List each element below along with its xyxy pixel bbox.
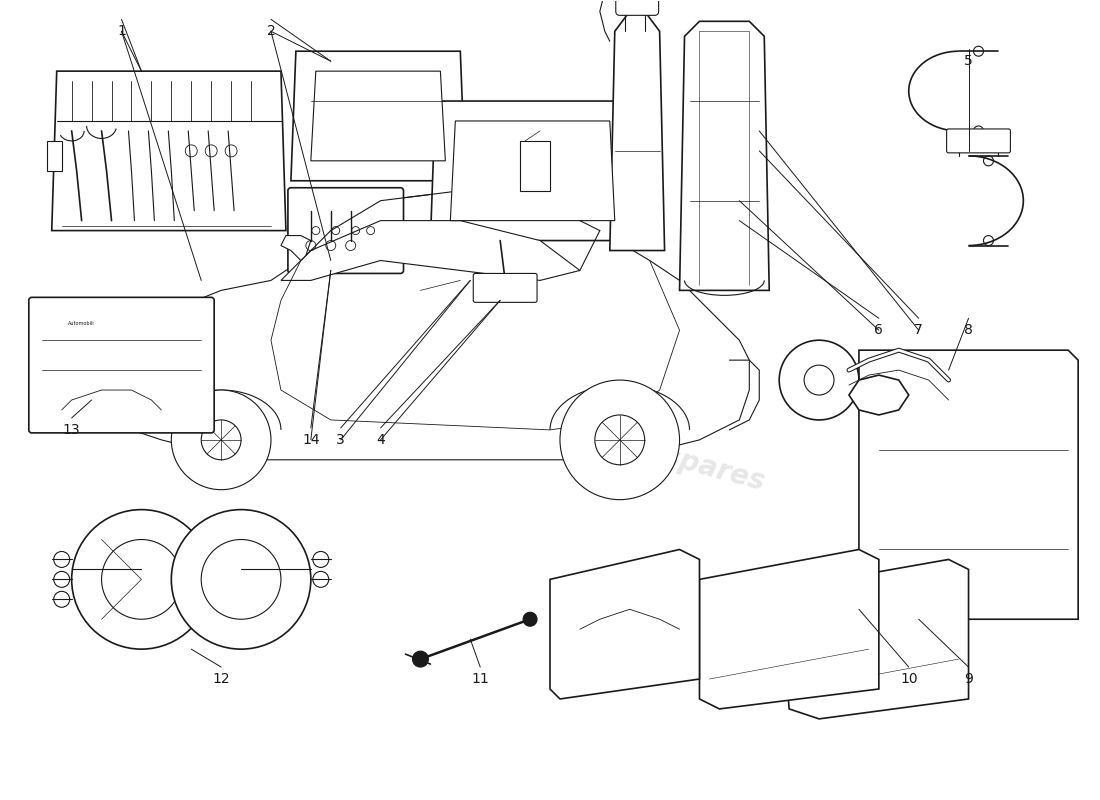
Text: 8: 8 [964,323,974,338]
Text: 12: 12 [212,672,230,686]
Polygon shape [849,375,909,415]
Text: 13: 13 [63,423,80,437]
Text: 4: 4 [376,433,385,447]
Circle shape [779,340,859,420]
Text: 2: 2 [266,24,275,38]
FancyBboxPatch shape [29,298,214,433]
Polygon shape [52,71,286,230]
Polygon shape [311,71,446,161]
FancyBboxPatch shape [616,0,659,15]
Circle shape [101,539,182,619]
FancyBboxPatch shape [473,274,537,302]
Polygon shape [550,550,700,699]
Polygon shape [280,235,311,261]
Text: eurospares: eurospares [449,156,591,205]
Polygon shape [859,350,1078,619]
Polygon shape [700,550,879,709]
Circle shape [595,415,645,465]
Text: 5: 5 [965,54,972,68]
Text: 10: 10 [900,672,917,686]
Circle shape [201,539,280,619]
Text: Automobili: Automobili [68,322,95,326]
Text: 3: 3 [337,433,345,447]
Polygon shape [290,51,465,181]
Bar [47,141,62,170]
Polygon shape [450,121,615,221]
Text: 7: 7 [914,323,923,338]
Text: eurospares: eurospares [591,423,768,496]
Polygon shape [280,221,580,281]
Polygon shape [680,22,769,290]
Bar [520,141,550,190]
Polygon shape [430,101,635,241]
Circle shape [172,510,311,649]
Circle shape [804,365,834,395]
Circle shape [201,420,241,460]
Text: 6: 6 [874,323,883,338]
Circle shape [172,390,271,490]
Circle shape [560,380,680,500]
Circle shape [412,651,428,667]
Polygon shape [609,11,664,250]
Polygon shape [779,559,968,719]
Text: eurospares: eurospares [232,304,409,377]
Polygon shape [111,190,749,460]
Text: 14: 14 [302,433,320,447]
Circle shape [524,612,537,626]
Text: 1: 1 [117,24,125,38]
Circle shape [72,510,211,649]
Text: 11: 11 [472,672,490,686]
FancyBboxPatch shape [947,129,1011,153]
FancyBboxPatch shape [288,188,404,274]
Text: 9: 9 [964,672,974,686]
